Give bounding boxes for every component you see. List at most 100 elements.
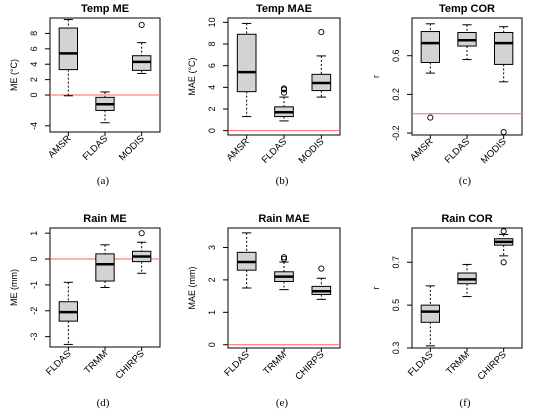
iqr-box <box>236 33 257 93</box>
iqr-box <box>58 27 79 71</box>
panel-label: (c) <box>459 175 472 187</box>
x-tick-label: MODIS <box>479 136 509 166</box>
box-fldas <box>420 285 440 347</box>
y-axis-label: ME (°C) <box>9 59 19 91</box>
chart-panel-6: Rain COR r 0.3 0.5 0.7 FLDAS TRMM CHIRPS (f) <box>371 213 523 409</box>
box-fldas <box>58 281 79 345</box>
chart-panel-1: Temp ME ME (°C) -4 0 2 4 6 8 AMSR FLDAS MODIS (a) <box>9 3 161 187</box>
x-tick-label: CHIRPS <box>293 349 326 382</box>
y-tick-label: -2 <box>29 307 39 315</box>
y-tick-label: 3 <box>207 245 217 250</box>
y-tick-label: 0 <box>207 128 217 133</box>
panel-label: (f) <box>460 397 471 409</box>
iqr-box <box>420 304 440 323</box>
y-tick-label: 8 <box>29 31 39 36</box>
panel-label: (d) <box>97 397 110 409</box>
box-trmm <box>274 254 294 291</box>
y-tick-label: 0 <box>29 257 39 262</box>
y-axis-label: MAE (mm) <box>187 267 197 310</box>
x-tick-label: CHIRPS <box>476 349 509 382</box>
box-modis <box>132 21 152 74</box>
x-tick-label: FLDAS <box>222 349 251 378</box>
box-trmm <box>457 263 477 298</box>
y-axis-label: MAE (°C) <box>187 57 197 95</box>
outlier-point <box>318 29 325 36</box>
box-modis <box>494 26 514 136</box>
box-amsr <box>58 19 79 97</box>
chart-panel-2: Temp MAE MAE (°C) 0 2 4 6 8 10 AMSR FLDAS MODIS (b) <box>187 3 341 187</box>
y-axis-label: r <box>371 287 381 290</box>
outlier-point <box>138 230 145 237</box>
chart-panel-5: Rain MAE MAE (mm) 0 1 2 3 FLDAS TRMM CHIRPS (e) <box>187 213 341 409</box>
y-tick-label: 0.7 <box>391 256 401 269</box>
outlier-point <box>318 265 325 272</box>
y-tick-label: 6 <box>207 63 217 68</box>
chart-panel-3: Temp COR r -0.2 0.2 0.6 AMSR FLDAS MODIS (c) <box>371 3 523 187</box>
y-tick-label: 8 <box>207 41 217 46</box>
y-tick-label: -4 <box>29 122 39 130</box>
y-tick-label: -0.2 <box>391 125 401 141</box>
x-tick-label: FLDAS <box>44 348 73 377</box>
y-tick-label: 1 <box>29 231 39 236</box>
x-tick-label: FLDAS <box>260 136 289 165</box>
y-tick-label: 4 <box>29 62 39 67</box>
y-axis-label: r <box>371 75 381 78</box>
y-tick-label: 0.5 <box>391 299 401 312</box>
x-tick-label: AMSR <box>408 136 435 163</box>
box-amsr <box>236 22 257 118</box>
chart-title: Temp ME <box>81 3 129 15</box>
outlier-point <box>280 85 288 92</box>
chart-title: Rain COR <box>441 213 492 225</box>
y-tick-label: 2 <box>29 77 39 82</box>
chart-panel-4: Rain ME ME (mm) -3 -2 -1 0 1 FLDAS TRMM CHIRPS (d) <box>9 213 161 409</box>
box-amsr <box>420 23 440 121</box>
chart-title: Rain ME <box>83 213 126 225</box>
x-tick-label: MODIS <box>117 133 147 163</box>
y-tick-label: 0 <box>29 93 39 98</box>
box-chirps <box>494 228 514 266</box>
outlier-point <box>138 21 145 28</box>
y-tick-label: 2 <box>207 277 217 282</box>
y-tick-label: 0.6 <box>391 49 401 62</box>
iqr-box <box>494 32 514 65</box>
x-tick-label: TRMM <box>82 348 110 376</box>
x-tick-label: MODIS <box>297 136 327 166</box>
x-tick-label: AMSR <box>225 136 252 163</box>
y-tick-label: 6 <box>29 46 39 51</box>
chart-title: Temp COR <box>439 3 495 15</box>
panel-label: (e) <box>276 397 289 409</box>
box-chirps <box>132 230 152 274</box>
y-tick-label: 2 <box>207 106 217 111</box>
outlier-point <box>280 89 288 96</box>
y-axis-label: ME (mm) <box>9 269 19 306</box>
outlier-point <box>500 228 507 235</box>
x-tick-label: TRMM <box>444 349 472 377</box>
y-tick-label: 1 <box>207 310 217 315</box>
y-tick-label: 0.2 <box>391 88 401 101</box>
outlier-point <box>280 254 288 261</box>
y-tick-label: 0 <box>207 342 217 347</box>
y-tick-label: -3 <box>29 333 39 341</box>
outlier-point <box>500 129 507 136</box>
x-tick-label: AMSR <box>46 133 73 160</box>
chart-title: Temp MAE <box>256 3 312 15</box>
x-tick-label: TRMM <box>261 349 289 377</box>
y-tick-label: 10 <box>207 17 217 27</box>
panel-label: (a) <box>97 175 110 187</box>
outlier-point <box>427 114 434 121</box>
chart-title: Rain MAE <box>258 213 309 225</box>
box-fldas <box>274 85 294 122</box>
iqr-box <box>420 31 440 63</box>
iqr-box <box>95 253 115 282</box>
box-chirps <box>311 265 332 300</box>
y-tick-label: 0.3 <box>391 342 401 355</box>
x-tick-label: FLDAS <box>443 136 472 165</box>
box-modis <box>311 29 332 98</box>
x-tick-label: FLDAS <box>406 349 435 378</box>
outlier-point <box>500 259 507 266</box>
panel-label: (b) <box>276 175 289 187</box>
box-trmm <box>95 244 115 288</box>
x-tick-label: CHIRPS <box>114 348 147 381</box>
outlier-point <box>280 255 288 262</box>
